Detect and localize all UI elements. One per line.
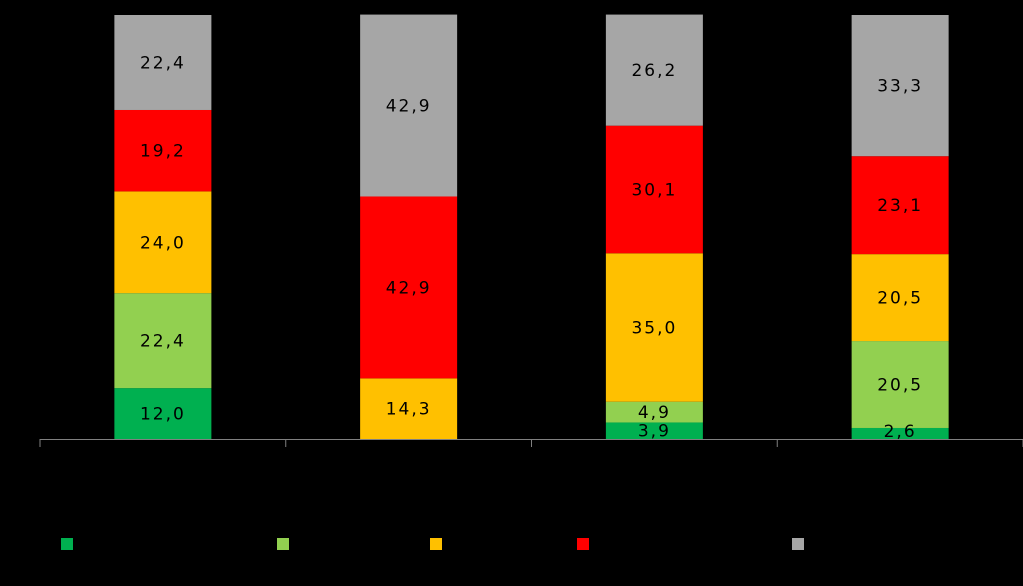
bar-segment-3-4: [605, 125, 703, 254]
legend-swatch-5: [792, 538, 804, 550]
data-labels-group: 12,0 22,4 24,0 19,2 22,4 14,3 42,9 42,9 3,94,9 35…: [140, 53, 923, 442]
bar-segment-2-5: [360, 14, 458, 197]
legend: [61, 538, 804, 550]
data-label-3-2: 4,9: [638, 403, 671, 423]
bar-segment-3-5: [605, 14, 703, 126]
bar-segment-1-2: [114, 293, 212, 389]
data-label-3-5: 26,2: [631, 61, 677, 81]
bar-segment-4-5: [851, 15, 949, 157]
data-label-1-5: 22,4: [140, 53, 186, 73]
data-label-2-5: 42,9: [386, 97, 432, 117]
data-label-1-1: 12,0: [140, 405, 186, 425]
data-label-1-2: 22,4: [140, 332, 186, 352]
data-label-3-3: 35,0: [631, 318, 677, 338]
bar-segment-1-4: [114, 109, 212, 192]
bar-segment-4-1: [851, 427, 949, 439]
bar-segment-4-2: [851, 341, 949, 428]
bar-segment-2-3: [360, 378, 458, 439]
bar-segment-2-4: [360, 196, 458, 379]
data-label-3-4: 30,1: [631, 180, 677, 200]
legend-swatch-1: [61, 538, 73, 550]
bar-segment-3-1: [605, 422, 703, 439]
data-label-4-2: 20,5: [877, 376, 923, 396]
data-label-1-4: 19,2: [140, 142, 186, 162]
data-label-4-4: 23,1: [877, 196, 923, 216]
data-label-2-3: 14,3: [386, 400, 432, 420]
bars-group: [114, 14, 949, 439]
bar-segment-1-1: [114, 388, 212, 439]
bar-segment-4-3: [851, 254, 949, 342]
data-label-3-1: 3,9: [638, 422, 671, 442]
bar-segment-1-3: [114, 191, 212, 294]
data-label-2-4: 42,9: [386, 278, 432, 298]
bar-segment-1-5: [114, 15, 212, 110]
legend-swatch-4: [577, 538, 589, 550]
legend-swatch-3: [430, 538, 442, 550]
data-label-4-5: 33,3: [877, 77, 923, 97]
data-label-4-1: 2,6: [884, 422, 917, 442]
data-label-4-3: 20,5: [877, 289, 923, 309]
data-label-1-3: 24,0: [140, 233, 186, 253]
x-axis: [39, 439, 1023, 447]
bar-segment-3-3: [605, 253, 703, 402]
bar-segment-3-2: [605, 401, 703, 423]
bar-segment-4-4: [851, 156, 949, 255]
legend-swatch-2: [277, 538, 289, 550]
